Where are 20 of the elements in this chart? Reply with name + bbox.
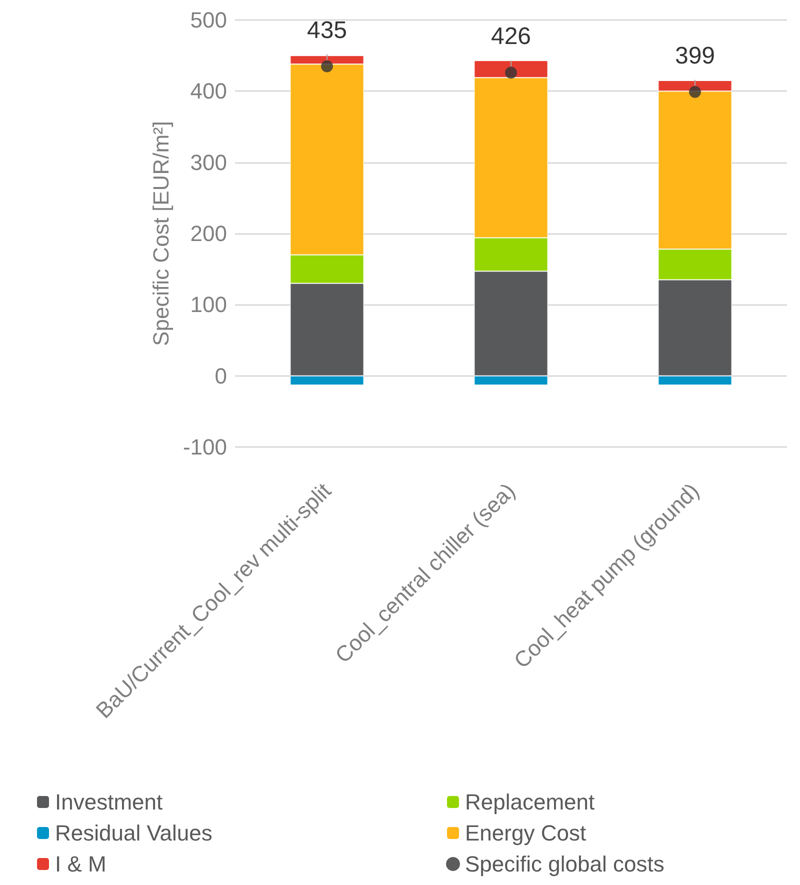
y-tick-label: 100: [190, 292, 227, 318]
point: [689, 86, 701, 98]
y-tick-label: 500: [190, 8, 227, 32]
y-axis-title: Specific Cost [EUR/m²]: [148, 121, 174, 346]
data-label: 399: [674, 42, 716, 70]
legend-label: Energy Cost: [465, 820, 586, 846]
legend-label: I & M: [55, 852, 106, 876]
legend-label: Residual Values: [55, 820, 212, 846]
y-tick-label: -100: [182, 434, 227, 460]
y-tick-label: 400: [190, 78, 227, 104]
point: [321, 60, 333, 72]
point: [505, 66, 517, 79]
y-tick-label: 300: [190, 150, 227, 175]
y-tick-label: 200: [190, 221, 227, 246]
y-tick-label: 0: [214, 363, 227, 388]
data-label: 426: [490, 23, 532, 50]
data-label: 435: [306, 16, 348, 44]
legend-label: Replacement: [465, 790, 595, 814]
legend-label: Specific global costs: [465, 852, 664, 876]
legend-label: Investment: [55, 790, 163, 814]
